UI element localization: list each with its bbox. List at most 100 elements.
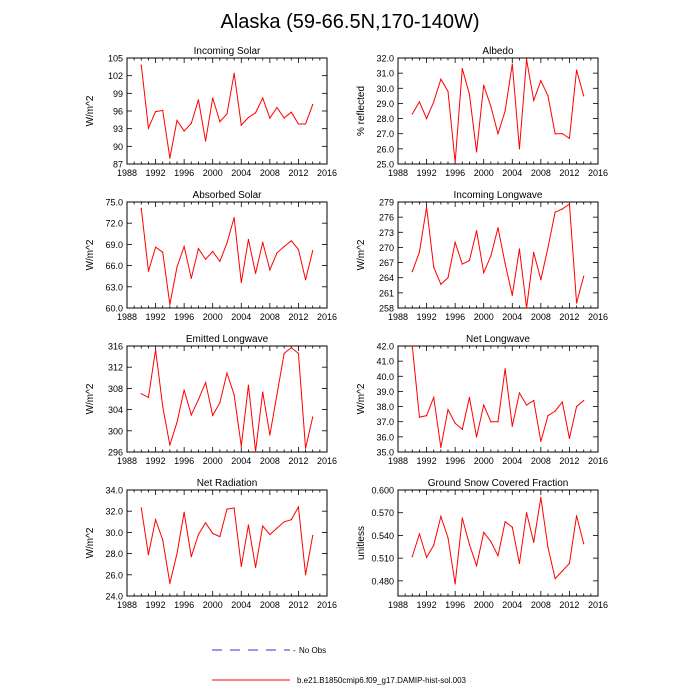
data-point: [497, 421, 499, 423]
x-tick-label: 1988: [388, 168, 408, 178]
data-point: [468, 543, 471, 546]
x-tick-label: 2016: [317, 456, 337, 466]
y-tick-label: 96: [113, 107, 123, 117]
panel-grid: Incoming Solar 1988 1992 1996 2000 2004 2008 20…: [85, 46, 608, 610]
data-point: [169, 303, 171, 306]
y-tick-label: 264: [379, 273, 394, 283]
plot-frame: [397, 57, 599, 165]
data-point: [447, 409, 449, 411]
data-point: [525, 512, 528, 514]
data-point: [226, 508, 228, 510]
y-tick-label: 31.0: [376, 69, 394, 79]
data-point: [540, 80, 542, 82]
y-axis-label: W/m^2: [356, 383, 367, 414]
y-tick-label: 36.0: [376, 432, 394, 442]
y-axis-label: W/m^2: [85, 95, 96, 126]
y-tick-label: 30.0: [105, 528, 123, 538]
x-tick-label: 1996: [174, 168, 194, 178]
data-point: [425, 415, 428, 417]
data-point: [575, 515, 578, 517]
data-point: [525, 404, 528, 406]
data-point: [533, 541, 535, 543]
y-tick-label: 279: [379, 198, 394, 208]
data-point: [219, 260, 221, 262]
data-point: [475, 436, 478, 438]
x-tick-label: 2008: [531, 312, 551, 322]
data-point: [461, 263, 463, 265]
data-point: [554, 577, 556, 580]
y-tick-label: 0.600: [371, 486, 394, 496]
data-point: [147, 396, 150, 399]
y-tick-label: 42.0: [376, 342, 394, 352]
data-point: [447, 537, 449, 539]
data-point: [583, 543, 585, 545]
data-point: [204, 522, 207, 524]
data-point: [140, 207, 142, 209]
y-axis-label: unitless: [356, 526, 367, 560]
data-point: [490, 540, 492, 543]
data-point: [504, 521, 506, 523]
data-point: [197, 248, 200, 250]
x-tick-label: 2004: [231, 456, 251, 466]
data-point: [440, 283, 442, 285]
data-point: [425, 206, 428, 208]
series-line: [140, 65, 314, 159]
y-tick-label: 41.0: [376, 357, 394, 367]
x-tick-label: 2004: [502, 168, 522, 178]
data-point: [461, 428, 463, 430]
panel-title: Ground Snow Covered Fraction: [428, 478, 569, 489]
data-point: [240, 124, 242, 126]
data-point: [312, 103, 314, 106]
data-point: [283, 521, 285, 523]
data-point: [418, 251, 421, 253]
data-point: [475, 230, 478, 232]
y-tick-label: 28.0: [105, 549, 123, 559]
panel-title: Net Longwave: [466, 334, 530, 345]
data-point: [547, 95, 549, 97]
data-point: [226, 372, 228, 374]
y-tick-label: 270: [379, 243, 394, 253]
x-tick-label: 1992: [146, 456, 166, 466]
data-point: [533, 251, 535, 254]
y-axis-label: W/m^2: [85, 527, 96, 558]
data-point: [190, 122, 192, 124]
y-tick-label: 99: [113, 89, 123, 99]
legend-obs-dash: -: [293, 646, 296, 655]
panel-title: Absorbed Solar: [193, 190, 263, 201]
data-point: [540, 496, 542, 499]
data-point: [418, 101, 421, 103]
data-point: [583, 275, 585, 277]
data-point: [197, 398, 200, 401]
data-point: [490, 105, 492, 108]
data-point: [147, 127, 150, 129]
data-point: [283, 117, 285, 119]
data-point: [547, 415, 549, 417]
y-axis-label: % reflected: [356, 86, 367, 136]
data-point: [219, 536, 221, 538]
data-point: [312, 250, 314, 252]
x-tick-label: 2016: [317, 600, 337, 610]
data-point: [504, 262, 506, 265]
data-point: [490, 421, 492, 423]
plot-frame: [126, 489, 328, 597]
y-tick-label: 32.0: [105, 507, 123, 517]
data-point: [568, 562, 571, 565]
data-point: [269, 533, 271, 536]
data-point: [190, 414, 192, 416]
data-point: [304, 279, 307, 281]
data-point: [176, 119, 178, 122]
x-tick-label: 1992: [146, 600, 166, 610]
data-point: [204, 258, 207, 260]
data-point: [440, 515, 442, 518]
x-tick-label: 2016: [588, 600, 608, 610]
data-point: [176, 266, 178, 268]
legend-model-label: b.e21.B1850cmip6.f09_g17.DAMIP-hist-sol.…: [297, 676, 467, 685]
data-point: [554, 410, 556, 412]
y-tick-label: 29.0: [376, 99, 394, 109]
y-tick-label: 34.0: [105, 486, 123, 496]
y-tick-label: 0.480: [371, 576, 394, 586]
data-point: [533, 99, 535, 101]
data-point: [418, 533, 421, 535]
data-point: [497, 227, 499, 229]
data-point: [247, 524, 250, 526]
